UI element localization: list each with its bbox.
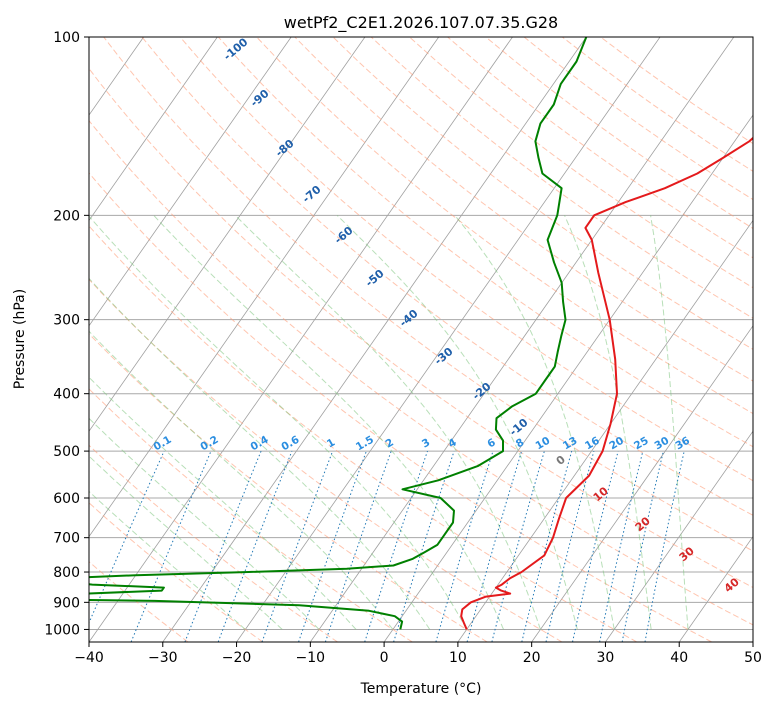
- y-tick-label: 700: [53, 531, 80, 547]
- y-tick-label: 100: [53, 30, 80, 46]
- x-tick-label: −20: [222, 650, 252, 666]
- x-tick-label: 50: [744, 650, 762, 666]
- x-axis-label: Temperature (°C): [360, 681, 482, 697]
- x-tick-label: 0: [380, 650, 389, 666]
- x-tick-label: −40: [74, 650, 104, 666]
- y-tick-label: 200: [53, 208, 80, 224]
- y-tick-label: 1000: [44, 622, 80, 638]
- y-tick-label: 500: [53, 444, 80, 460]
- y-tick-label: 400: [53, 387, 80, 403]
- x-tick-label: −10: [296, 650, 326, 666]
- y-tick-label: 900: [53, 595, 80, 611]
- y-tick-label: 600: [53, 491, 80, 507]
- y-tick-label: 800: [53, 565, 80, 581]
- x-tick-label: −30: [148, 650, 178, 666]
- x-tick-label: 30: [597, 650, 615, 666]
- y-tick-label: 300: [53, 313, 80, 329]
- x-tick-label: 10: [449, 650, 467, 666]
- x-tick-label: 20: [523, 650, 541, 666]
- x-tick-label: 40: [670, 650, 688, 666]
- chart-title: wetPf2_C2E1.2026.107.07.35.G28: [284, 13, 558, 33]
- y-axis-label: Pressure (hPa): [12, 289, 28, 389]
